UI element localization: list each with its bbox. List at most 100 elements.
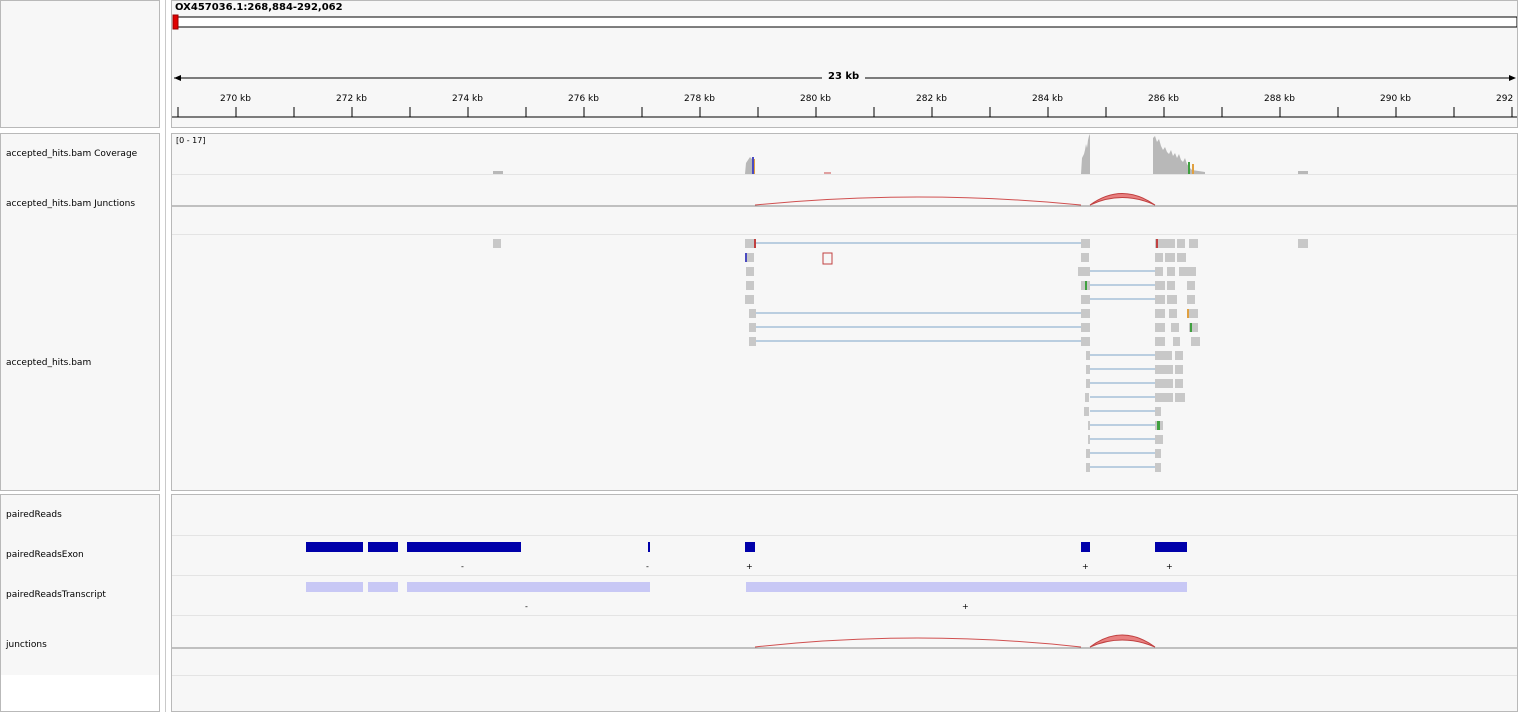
coverage-bar xyxy=(824,172,831,174)
read-block xyxy=(749,337,756,346)
mismatch-mark xyxy=(1157,421,1160,430)
mismatch-mark xyxy=(1187,309,1189,318)
read-block xyxy=(1086,463,1090,472)
paired-reads-transcript-track xyxy=(306,582,1187,592)
read-block xyxy=(1189,323,1198,332)
read-block xyxy=(1187,295,1195,304)
coverage-bar xyxy=(493,171,503,174)
exon-feature xyxy=(368,542,398,552)
read-block xyxy=(1298,239,1308,248)
ruler-tick-label: 280 kb xyxy=(800,94,831,104)
ruler-tick-label: 284 kb xyxy=(1032,94,1063,104)
track-separator xyxy=(172,234,1517,235)
strand-marker: + xyxy=(1082,562,1089,571)
chromosome-ideogram xyxy=(172,16,1517,28)
read-block xyxy=(1155,449,1161,458)
read-block xyxy=(1165,253,1175,262)
read-block xyxy=(1084,407,1089,416)
read-block xyxy=(746,281,754,290)
read-block xyxy=(1155,379,1165,388)
exon-feature xyxy=(306,542,363,552)
strand-marker: + xyxy=(746,562,753,571)
read-block xyxy=(1081,309,1090,318)
junction-arc xyxy=(1089,634,1156,648)
coverage-mismatch xyxy=(752,157,754,174)
read-block xyxy=(1086,351,1090,360)
read-block xyxy=(746,267,754,276)
read-block xyxy=(1155,463,1161,472)
empty-name-area xyxy=(1,675,159,711)
coverage-mismatch xyxy=(1188,162,1190,174)
ruler-tick-label: 288 kb xyxy=(1264,94,1295,104)
track-name-junctions[interactable]: junctions xyxy=(6,640,47,650)
alignment-tracks-svg[interactable] xyxy=(172,134,1518,491)
read-block xyxy=(1155,435,1163,444)
ruler-tick-label: 274 kb xyxy=(452,94,483,104)
exon-feature xyxy=(1081,542,1090,552)
read-block xyxy=(1155,323,1165,332)
reads-track xyxy=(493,239,1308,472)
exon-feature xyxy=(407,542,521,552)
read-block xyxy=(1155,337,1165,346)
read-block xyxy=(1081,239,1090,248)
junction-arc xyxy=(754,196,1082,206)
read-block xyxy=(1175,365,1183,374)
read-block xyxy=(1155,239,1165,248)
coverage-data-range: [0 - 17] xyxy=(176,136,206,145)
track-name-paired-reads[interactable]: pairedReads xyxy=(6,510,62,520)
coverage-bar xyxy=(1298,171,1308,174)
coverage-peak xyxy=(1153,136,1205,174)
paired-reads-exon-track xyxy=(306,542,1187,552)
range-arrow-right-icon xyxy=(1509,75,1516,81)
read-block xyxy=(1187,281,1195,290)
track-name-paired-reads-exon[interactable]: pairedReadsExon xyxy=(6,550,84,560)
track-separator xyxy=(172,615,1517,616)
read-block xyxy=(745,295,754,304)
read-block xyxy=(1078,267,1090,276)
strand-marker: + xyxy=(1166,562,1173,571)
track-separator xyxy=(172,575,1517,576)
header-name-pane xyxy=(0,0,160,128)
read-block xyxy=(745,253,754,262)
read-block xyxy=(745,239,754,248)
mismatch-mark xyxy=(745,253,747,262)
alignment-name-pane: accepted_hits.bam Coverage accepted_hits… xyxy=(0,133,160,491)
read-block xyxy=(1155,365,1167,374)
read-block xyxy=(1173,337,1180,346)
read-block xyxy=(1155,309,1165,318)
alignment-data-pane[interactable]: [0 - 17] xyxy=(171,133,1518,491)
exon-feature xyxy=(648,542,650,552)
read-block xyxy=(1086,365,1090,374)
panel-divider[interactable] xyxy=(165,0,166,712)
mismatch-mark xyxy=(1085,281,1087,290)
read-block xyxy=(1165,351,1172,360)
read-block xyxy=(1175,393,1185,402)
feature-data-pane[interactable]: - - + + + - + xyxy=(171,494,1518,712)
ruler-tick-label: 282 kb xyxy=(916,94,947,104)
read-block xyxy=(1088,421,1090,430)
read-block xyxy=(1165,379,1173,388)
track-name-junctions[interactable]: accepted_hits.bam Junctions xyxy=(6,199,136,209)
ruler-tick-label: 286 kb xyxy=(1148,94,1179,104)
read-block xyxy=(1191,337,1200,346)
read-block xyxy=(1175,351,1183,360)
track-name-paired-reads-transcript[interactable]: pairedReadsTranscript xyxy=(6,590,106,600)
header-ruler-pane[interactable]: OX457036.1:268,884-292,062 23 kb 270 kb 2… xyxy=(171,0,1518,128)
coverage-mismatch xyxy=(1192,164,1194,174)
read-block xyxy=(1189,309,1198,318)
read-block xyxy=(1088,435,1090,444)
track-separator xyxy=(172,535,1517,536)
junctions-feature-track xyxy=(172,634,1517,649)
feature-name-pane: pairedReads pairedReadsExon pairedReadsT… xyxy=(0,494,160,712)
read-block xyxy=(1081,337,1090,346)
track-name-coverage[interactable]: accepted_hits.bam Coverage xyxy=(6,149,138,159)
track-separator xyxy=(172,174,1517,175)
feature-tracks-svg[interactable] xyxy=(172,495,1518,712)
track-name-alignments[interactable]: accepted_hits.bam xyxy=(6,358,92,368)
transcript-feature xyxy=(306,582,363,592)
ruler-tick-label: 270 kb xyxy=(220,94,251,104)
transcript-feature xyxy=(368,582,398,592)
read-block xyxy=(1179,267,1188,276)
chromosome-ruler[interactable] xyxy=(172,1,1518,128)
read-block xyxy=(1167,267,1175,276)
